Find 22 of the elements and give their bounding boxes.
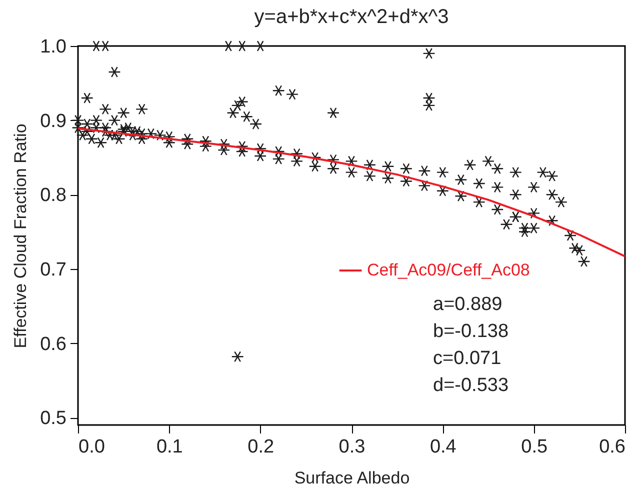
y-tick-label: 0.6 [40,334,66,355]
y-axis-title: Effective Cloud Fraction Ratio [11,124,30,348]
annotation: b=-0.138 [433,321,509,342]
y-tick-label: 1.0 [40,36,66,58]
y-tick-label: 0.8 [40,185,66,206]
x-tick-label: 0.4 [430,436,457,458]
annotation: a=0.889 [433,294,502,315]
x-tick-label: 0.1 [156,436,183,458]
legend-label: Ceff_Ac09/Ceff_Ac08 [367,260,530,280]
x-tick-label: 0.5 [521,436,548,458]
annotation: d=-0.533 [433,375,509,396]
x-tick-label: 0.2 [248,436,274,458]
x-tick-label: 0.6 [599,436,626,458]
x-axis-title: Surface Albedo [294,468,410,488]
y-tick-label: 0.9 [40,110,66,132]
annotation: c=0.071 [433,348,502,369]
y-tick-label: 0.7 [40,259,66,280]
x-tick-label: 0.3 [338,436,366,458]
line-series [78,127,625,258]
chart-title: y=a+b*x+c*x^2+d*x^3 [254,6,449,28]
y-tick-label: 0.5 [40,408,66,430]
x-tick-label: 0.0 [78,436,105,458]
